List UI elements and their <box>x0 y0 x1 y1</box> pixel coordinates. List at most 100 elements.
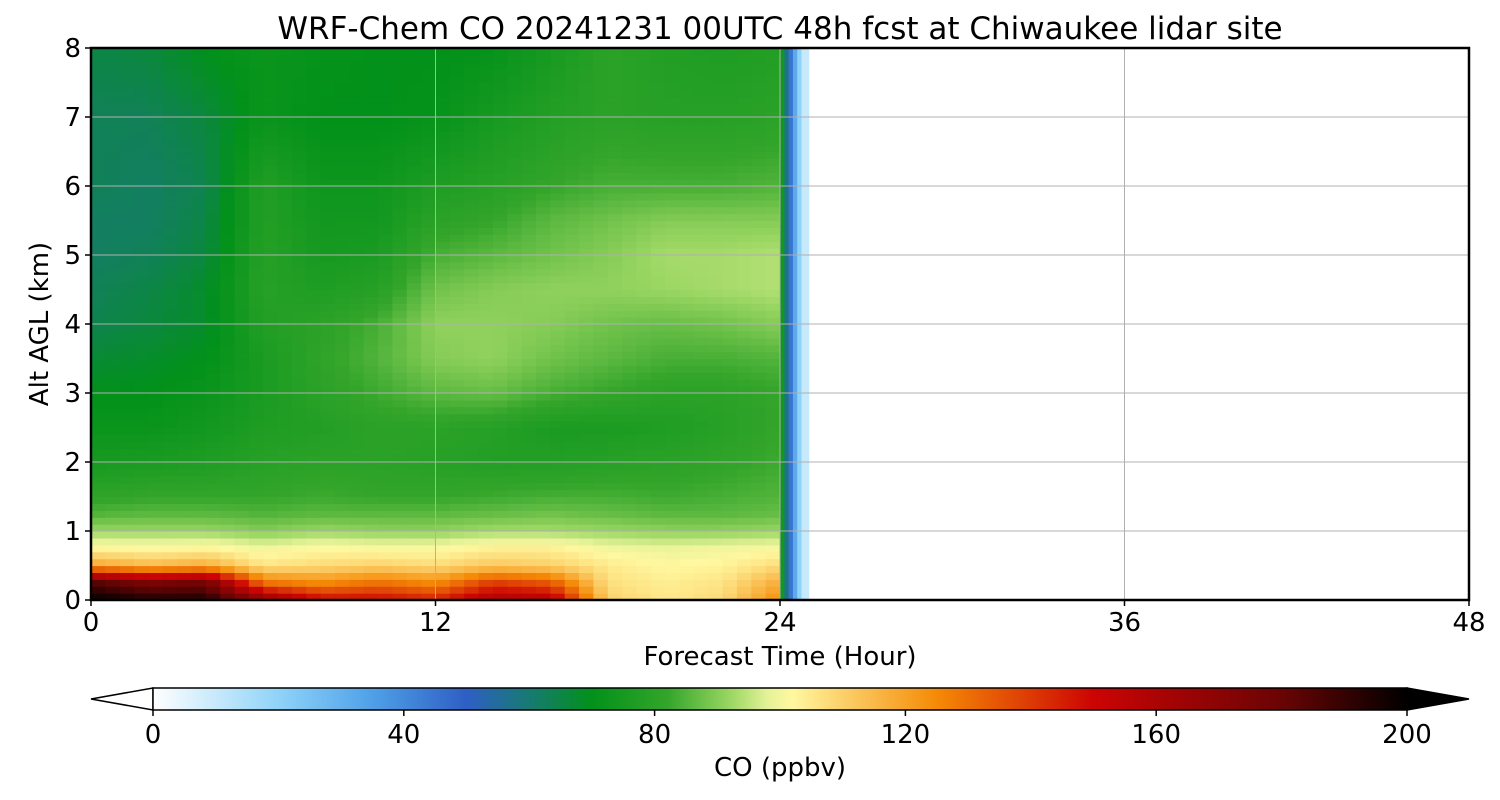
heatmap-cell <box>607 503 623 511</box>
heatmap-cell <box>191 572 207 580</box>
heatmap-cell <box>607 324 623 332</box>
heatmap-cell <box>507 179 523 187</box>
heatmap-cell <box>134 482 150 491</box>
heatmap-cell <box>665 531 681 539</box>
heatmap-cell <box>177 165 193 173</box>
heatmap-cell <box>119 537 135 546</box>
heatmap-cell <box>177 144 193 153</box>
heatmap-cell <box>708 275 724 284</box>
heatmap-cell <box>335 234 350 242</box>
heatmap-cell <box>708 282 724 291</box>
heatmap-cell <box>335 455 350 463</box>
heatmap-cell <box>751 282 767 291</box>
heatmap-cell <box>435 468 451 477</box>
heatmap-cell <box>119 551 135 560</box>
heatmap-cell <box>478 255 494 263</box>
heatmap-cell <box>478 510 494 518</box>
heatmap-cell <box>736 199 752 208</box>
heatmap-cell <box>205 179 221 187</box>
heatmap-cell <box>134 358 150 366</box>
heatmap-cell <box>507 61 523 70</box>
heatmap-cell <box>277 455 293 463</box>
heatmap-cell <box>148 413 164 422</box>
heatmap-cell <box>607 337 623 346</box>
heatmap-cell <box>277 268 293 277</box>
heatmap-cell <box>521 544 537 553</box>
heatmap-cell <box>248 544 264 553</box>
heatmap-cell <box>751 379 767 387</box>
heatmap-cell <box>335 462 350 470</box>
heatmap-cell <box>550 482 566 491</box>
heatmap-cell <box>622 510 638 518</box>
heatmap-cell <box>492 337 508 346</box>
heatmap-cell <box>435 462 451 470</box>
heatmap-cell <box>306 372 322 380</box>
heatmap-cell <box>736 317 752 325</box>
heatmap-cell <box>579 468 594 477</box>
heatmap-cell <box>378 165 394 173</box>
heatmap-cell <box>507 151 523 159</box>
heatmap-cell <box>722 103 738 111</box>
heatmap-cell <box>593 448 609 456</box>
heatmap-cell <box>607 158 623 166</box>
heatmap-cell <box>220 117 236 125</box>
heatmap-cell <box>507 317 523 325</box>
heatmap-cell <box>349 282 365 291</box>
heatmap-cell <box>736 186 752 194</box>
heatmap-cell <box>650 399 666 408</box>
heatmap-cell <box>134 489 150 498</box>
heatmap-cell <box>708 455 724 463</box>
heatmap-cell <box>320 462 336 470</box>
heatmap-cell <box>119 261 135 270</box>
heatmap-cell <box>636 330 652 339</box>
heatmap-cell <box>205 524 221 532</box>
heatmap-cell <box>148 593 164 600</box>
heatmap-cell <box>134 303 150 311</box>
heatmap-cell <box>248 48 264 56</box>
heatmap-cell <box>191 48 207 56</box>
heatmap-cell <box>177 296 193 304</box>
heatmap-cell <box>765 593 781 600</box>
heatmap-cell <box>722 310 738 318</box>
heatmap-cell <box>234 358 250 366</box>
heatmap-cell <box>291 455 307 463</box>
heatmap-cell <box>392 441 408 449</box>
heatmap-cell <box>392 565 408 573</box>
heatmap-cell <box>134 68 150 77</box>
heatmap-cell <box>291 537 307 546</box>
heatmap-cell <box>535 365 551 373</box>
heatmap-cell <box>722 330 738 339</box>
heatmap-cell <box>521 537 537 546</box>
heatmap-cell <box>234 289 250 297</box>
heatmap-cell <box>564 275 580 284</box>
heatmap-cell <box>636 393 652 401</box>
heatmap-cell <box>464 393 480 401</box>
heatmap-cell <box>277 289 293 297</box>
heatmap-cell <box>220 289 236 297</box>
heatmap-cell <box>636 537 652 546</box>
heatmap-cell <box>765 227 781 235</box>
y-tick-label: 5 <box>64 241 81 271</box>
heatmap-cell <box>248 68 264 77</box>
heatmap-cell <box>335 413 350 422</box>
heatmap-cell <box>435 82 451 90</box>
heatmap-cell <box>751 179 767 187</box>
heatmap-cell <box>593 241 609 249</box>
heatmap-cell <box>708 317 724 325</box>
heatmap-cell <box>693 192 709 201</box>
heatmap-cell <box>263 427 279 435</box>
heatmap-cell <box>593 344 609 353</box>
heatmap-cell <box>134 179 150 187</box>
heatmap-cell <box>478 406 494 415</box>
heatmap-cell <box>105 558 121 567</box>
heatmap-cell <box>220 517 236 525</box>
heatmap-cell <box>234 448 250 456</box>
heatmap-cell <box>550 579 566 587</box>
heatmap-cell <box>650 496 666 504</box>
heatmap-cell <box>234 441 250 449</box>
heatmap-cell <box>177 503 193 511</box>
heatmap-cell <box>636 379 652 387</box>
heatmap-cell <box>478 186 494 194</box>
heatmap-cell <box>579 130 594 139</box>
heatmap-cell <box>119 420 135 429</box>
